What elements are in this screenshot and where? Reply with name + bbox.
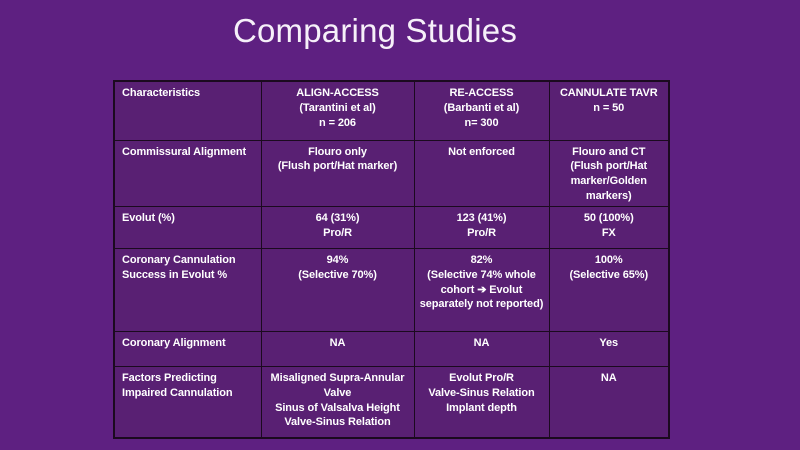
row-label-coronary-alignment: Coronary Alignment — [113, 330, 262, 367]
cell-evolut-cannulate-tavr: 50 (100%) FX — [548, 205, 670, 249]
cell-commissural-align-access: Flouro only (Flush port/Hat marker) — [260, 139, 415, 207]
header-align-access: ALIGN-ACCESS (Tarantini et al) n = 206 — [260, 80, 415, 141]
cell-success-cannulate-tavr: 100% (Selective 65%) — [548, 247, 670, 332]
header-cannulate-tavr: CANNULATE TAVR n = 50 — [548, 80, 670, 141]
cell-factors-cannulate-tavr: NA — [548, 365, 670, 439]
table-row-evolut-pct: Evolut (%) 64 (31%) Pro/R 123 (41%) Pro/… — [113, 205, 670, 249]
row-label-commissural-alignment: Commissural Alignment — [113, 139, 262, 207]
table-row-predicting-factors: Factors Predicting Impaired Cannulation … — [113, 365, 670, 439]
row-label-evolut-pct: Evolut (%) — [113, 205, 262, 249]
cell-evolut-re-access: 123 (41%) Pro/R — [413, 205, 550, 249]
cell-coronary-alignment-cannulate-tavr: Yes — [548, 330, 670, 367]
cell-commissural-re-access: Not enforced — [413, 139, 550, 207]
cell-coronary-alignment-re-access: NA — [413, 330, 550, 367]
cell-evolut-align-access: 64 (31%) Pro/R — [260, 205, 415, 249]
cell-success-align-access: 94% (Selective 70%) — [260, 247, 415, 332]
cell-commissural-cannulate-tavr: Flouro and CT (Flush port/Hat marker/Gol… — [548, 139, 670, 207]
cell-coronary-alignment-align-access: NA — [260, 330, 415, 367]
table-row-coronary-alignment: Coronary Alignment NA NA Yes — [113, 330, 670, 367]
cell-factors-re-access: Evolut Pro/R Valve-Sinus Relation Implan… — [413, 365, 550, 439]
page-title: Comparing Studies — [232, 12, 518, 49]
table-header-row: Characteristics ALIGN-ACCESS (Tarantini … — [113, 80, 670, 141]
row-label-predicting-factors: Factors Predicting Impaired Cannulation — [113, 365, 262, 439]
comparison-table: Characteristics ALIGN-ACCESS (Tarantini … — [113, 80, 670, 440]
table-row-commissural-alignment: Commissural Alignment Flouro only (Flush… — [113, 139, 670, 207]
header-re-access: RE-ACCESS (Barbanti et al) n= 300 — [413, 80, 550, 141]
row-label-cannulation-success: Coronary Cannulation Success in Evolut % — [113, 247, 262, 332]
table-row-cannulation-success: Coronary Cannulation Success in Evolut %… — [113, 247, 670, 332]
cell-success-re-access: 82% (Selective 74% whole cohort ➔ Evolut… — [413, 247, 550, 332]
cell-factors-align-access: Misaligned Supra-Annular Valve Sinus of … — [260, 365, 415, 439]
header-characteristics: Characteristics — [113, 80, 262, 141]
